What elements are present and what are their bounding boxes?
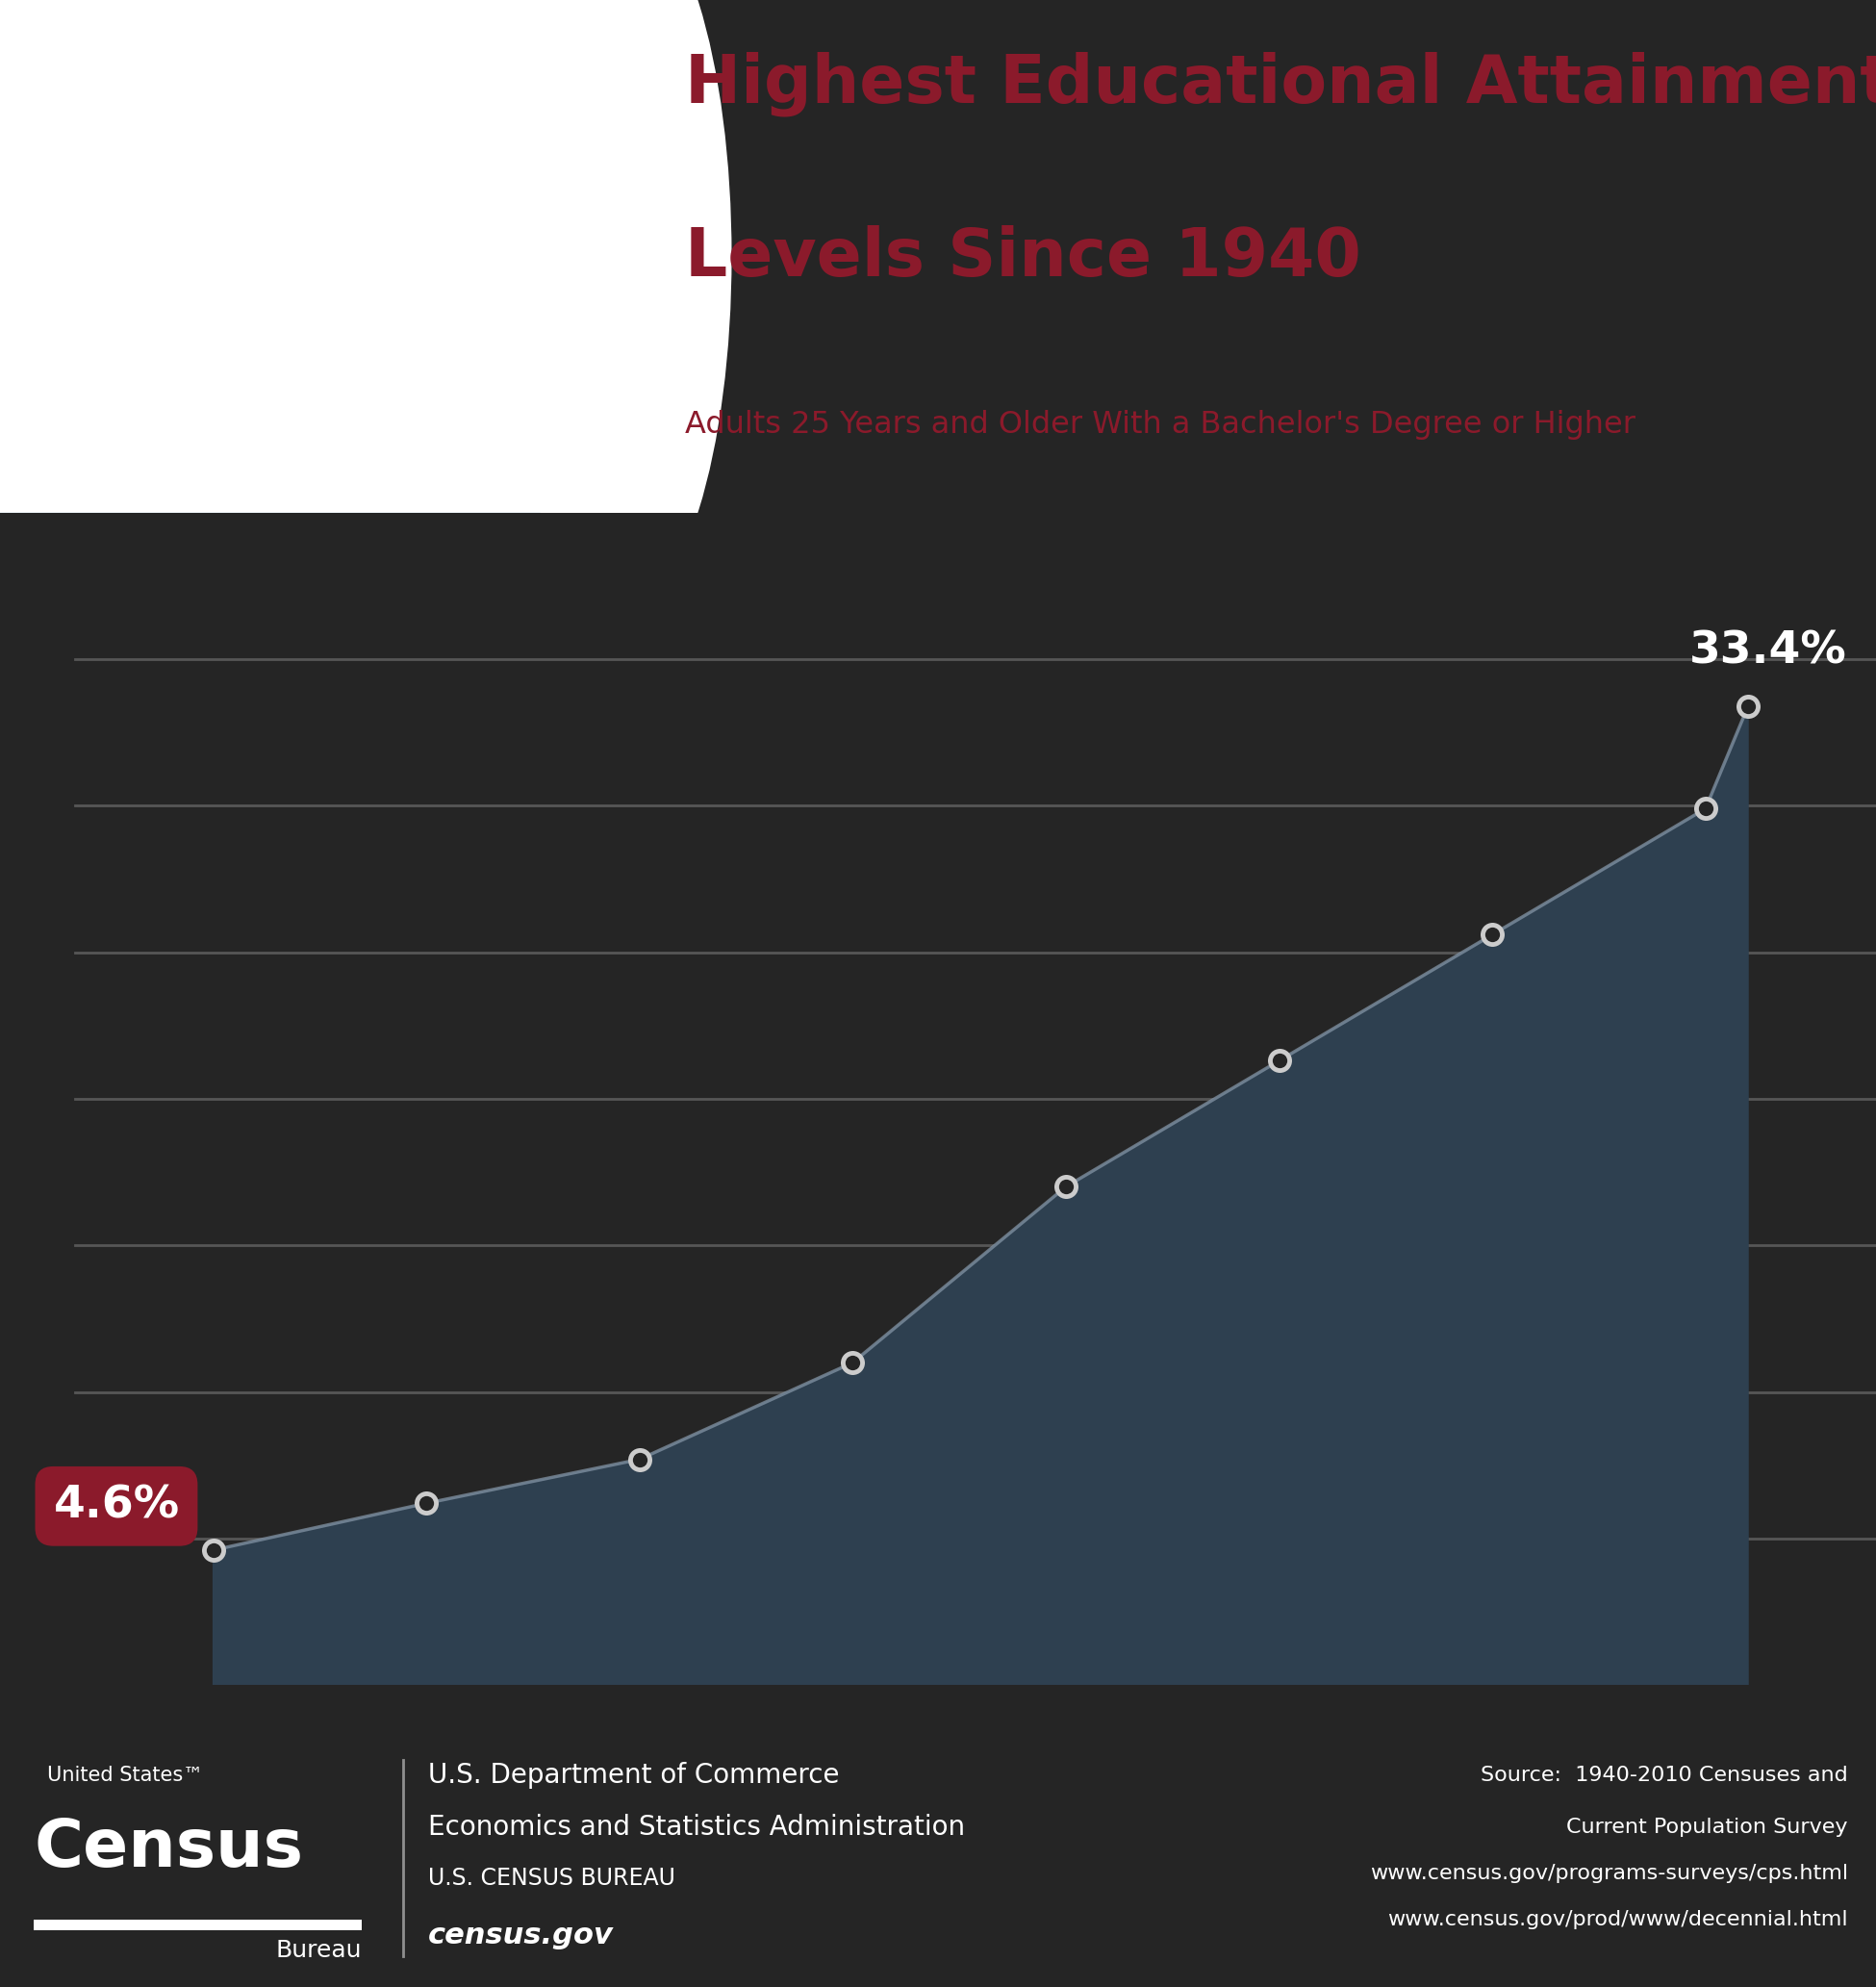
Text: www.census.gov/programs-surveys/cps.html: www.census.gov/programs-surveys/cps.html bbox=[1369, 1864, 1848, 1884]
Text: U.S. CENSUS BUREAU: U.S. CENSUS BUREAU bbox=[428, 1868, 675, 1890]
Text: Current Population Survey: Current Population Survey bbox=[1566, 1818, 1848, 1836]
Text: Adults 25 Years and Older With a Bachelor's Degree or Higher: Adults 25 Years and Older With a Bachelo… bbox=[685, 409, 1636, 439]
Text: U.S. Department of Commerce: U.S. Department of Commerce bbox=[428, 1762, 839, 1788]
Text: Census: Census bbox=[34, 1816, 304, 1880]
Polygon shape bbox=[214, 705, 1748, 1685]
Text: Economics and Statistics Administration: Economics and Statistics Administration bbox=[428, 1814, 964, 1840]
Ellipse shape bbox=[507, 0, 732, 616]
FancyBboxPatch shape bbox=[0, 0, 619, 513]
Text: 4.6%: 4.6% bbox=[53, 1484, 180, 1528]
Text: www.census.gov/prod/www/decennial.html: www.census.gov/prod/www/decennial.html bbox=[1388, 1910, 1848, 1929]
Text: Bureau: Bureau bbox=[276, 1939, 362, 1963]
Bar bbox=[34, 1919, 362, 1929]
Text: Source:  1940-2010 Censuses and: Source: 1940-2010 Censuses and bbox=[1480, 1766, 1848, 1784]
Text: 33.4%: 33.4% bbox=[1690, 630, 1846, 674]
Bar bbox=[0, 0, 619, 513]
Text: United States™: United States™ bbox=[47, 1766, 203, 1784]
Text: Highest Educational Attainment: Highest Educational Attainment bbox=[685, 52, 1876, 115]
Text: Levels Since 1940: Levels Since 1940 bbox=[685, 227, 1360, 290]
Text: census.gov: census.gov bbox=[428, 1921, 613, 1949]
